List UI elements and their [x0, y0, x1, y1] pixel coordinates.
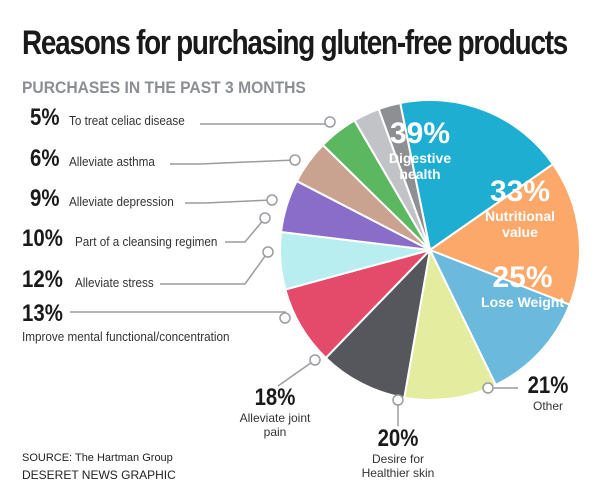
pct-nutritional: 33% — [489, 175, 551, 208]
label-digestive: 39% Digestive health — [380, 117, 460, 183]
leader-line-5 — [160, 251, 269, 285]
text-asthma: Alleviate asthma — [69, 154, 155, 170]
chart-title: Reasons for purchasing gluten-free produ… — [22, 24, 568, 62]
text-nutritional: Nutritional value — [485, 208, 555, 240]
leader-dot-6 — [279, 312, 291, 324]
pct-asthma: 6% — [30, 145, 60, 172]
leader-line-1 — [200, 122, 331, 125]
text-celiac: To treat celiac disease — [69, 113, 185, 129]
label-stress: 12% Alleviate stress — [22, 266, 162, 294]
leader-dot-8 — [392, 394, 404, 406]
leader-dot-7 — [309, 354, 321, 366]
text-joint: Alleviate joint pain — [239, 411, 311, 439]
pct-weight: 25% — [492, 261, 553, 294]
label-skin: 20% Desire for Healthier skin — [348, 425, 448, 481]
pct-stress: 12% — [22, 266, 63, 293]
leader-dot-5 — [262, 246, 274, 258]
pie-slice-2 — [427, 162, 581, 306]
pie-slice-12 — [377, 101, 431, 251]
pie-slice-1 — [399, 99, 555, 252]
pct-depression: 9% — [30, 185, 60, 212]
label-depression: 9% Alleviate depression — [30, 185, 186, 213]
pct-skin: 20% — [377, 425, 419, 452]
label-celiac: 5% To treat celiac disease — [30, 104, 198, 132]
leader-dot-3 — [266, 194, 278, 206]
credit-note: DESERET NEWS GRAPHIC — [22, 468, 176, 482]
leader-dot-9 — [482, 382, 494, 394]
label-nutritional: 33% Nutritional value — [470, 175, 570, 241]
leader-line-4 — [225, 217, 266, 243]
source-note: SOURCE: The Hartman Group — [22, 452, 173, 464]
label-other: 21% Other — [518, 372, 578, 414]
text-weight: Lose Weight — [481, 294, 564, 310]
leader-dot-1 — [324, 116, 336, 128]
text-mental: Improve mental functional/concentration — [22, 329, 230, 345]
pct-cleansing: 10% — [22, 225, 63, 252]
text-digestive: Digestive health — [388, 150, 452, 182]
text-cleansing: Part of a cleansing regimen — [74, 234, 217, 250]
label-asthma: 6% Alleviate asthma — [30, 145, 165, 173]
pct-digestive: 39% — [389, 117, 451, 150]
text-other: Other — [532, 399, 563, 413]
text-depression: Alleviate depression — [69, 194, 174, 210]
pie-slice-3 — [427, 248, 571, 387]
leader-line-3 — [185, 199, 273, 204]
label-joint: 18% Alleviate joint pain — [235, 384, 315, 440]
chart-subtitle: PURCHASES IN THE PAST 3 MONTHS — [22, 78, 306, 97]
text-skin: Desire for Healthier skin — [361, 452, 435, 480]
leader-line-7 — [277, 359, 316, 387]
pct-celiac: 5% — [30, 104, 60, 131]
pct-other: 21% — [527, 372, 569, 399]
leader-dot-4 — [259, 212, 271, 224]
leader-dot-2 — [289, 154, 301, 166]
leader-line-2 — [170, 159, 296, 165]
pct-mental: 13% — [22, 300, 63, 327]
label-weight: 25% Lose Weight — [480, 261, 565, 311]
pct-joint: 18% — [254, 384, 296, 411]
label-mental: 13% Improve mental functional/concentrat… — [22, 300, 253, 346]
label-cleansing: 10% Part of a cleansing regimen — [22, 225, 233, 253]
text-stress: Alleviate stress — [74, 275, 154, 291]
